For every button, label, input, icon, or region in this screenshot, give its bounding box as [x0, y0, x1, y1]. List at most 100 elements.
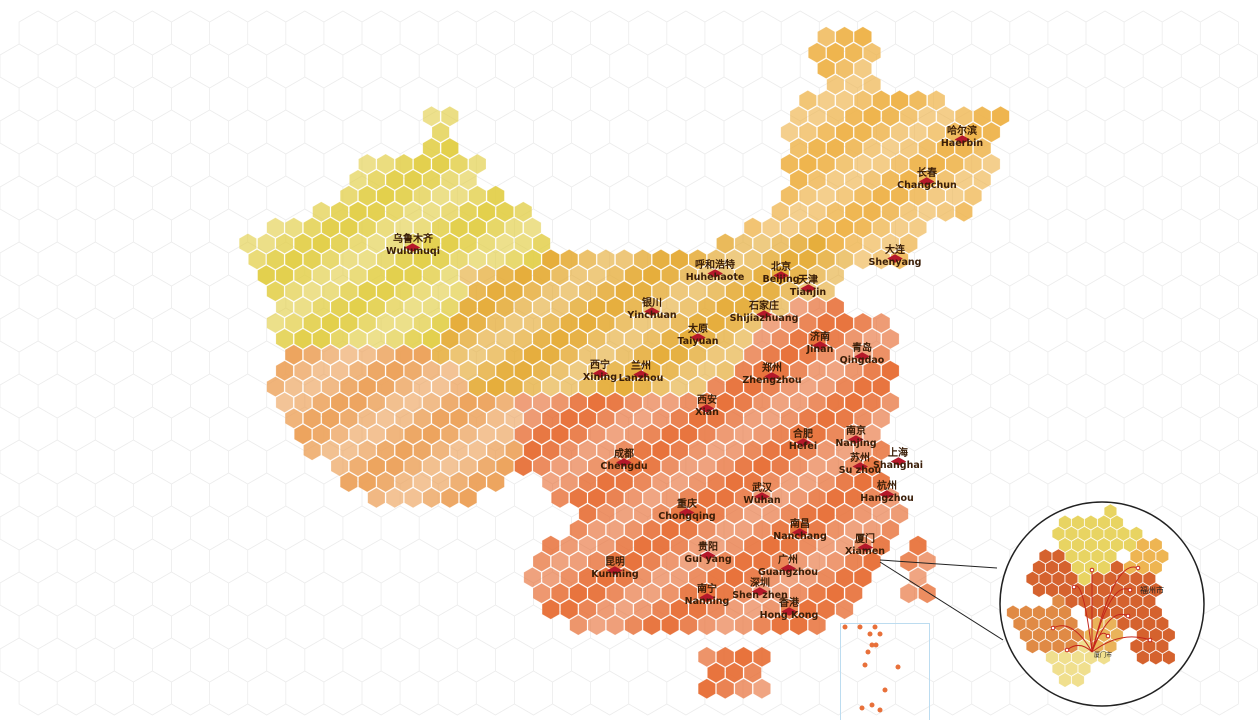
hex-cell	[596, 408, 615, 429]
city-marker[interactable]: 昆明 Kunming	[591, 558, 638, 580]
hex-cell	[330, 264, 349, 286]
hex-cell	[918, 201, 937, 223]
city-marker[interactable]: 天津 Tianjin	[790, 276, 826, 298]
city-marker[interactable]: 重庆 Chongqing	[658, 500, 715, 522]
inset-hex-cell	[1065, 661, 1078, 677]
city-marker[interactable]: 济南 Jinan	[807, 333, 834, 355]
city-marker[interactable]: 苏州 Su zhou	[839, 454, 882, 476]
hex-cell	[523, 408, 542, 429]
hex-cell	[817, 90, 836, 111]
inset-hex-cell	[1130, 616, 1143, 632]
city-marker[interactable]: 香港 Hong Kong	[760, 599, 819, 621]
city-name-en: Huhehaote	[685, 272, 745, 283]
hex-cell	[349, 360, 367, 382]
hex-cell	[587, 551, 606, 572]
hex-cell	[257, 233, 276, 254]
city-marker[interactable]: 大连 Shenyang	[869, 246, 922, 268]
hex-cell	[312, 201, 331, 223]
hex-cell	[780, 280, 799, 302]
city-marker[interactable]: 呼和浩特 Huhehaote	[686, 261, 745, 283]
city-marker[interactable]: 郑州 Zhengzhou	[742, 364, 801, 386]
hex-cell	[495, 296, 514, 318]
hex-cell	[560, 280, 579, 302]
hex-cell	[450, 280, 468, 302]
city-marker[interactable]: 青岛 Qingdao	[840, 344, 885, 366]
hex-cell	[762, 503, 781, 525]
hex-cell	[578, 567, 597, 588]
hex-cell	[725, 249, 744, 270]
hex-cell	[330, 328, 349, 350]
hex-cell	[523, 439, 542, 461]
inset-hex-cell	[1084, 650, 1098, 665]
hex-cell	[973, 169, 992, 191]
city-name-en: Qingdao	[839, 355, 885, 366]
city-marker[interactable]: 北京 Beijing	[762, 263, 799, 285]
minimap-dot	[865, 649, 871, 655]
hex-cell	[835, 249, 854, 270]
hex-cell	[431, 249, 450, 270]
hex-cell	[835, 90, 854, 111]
city-marker[interactable]: 兰州 Lanzhou	[619, 362, 664, 384]
hex-cell	[780, 471, 799, 493]
hex-cell	[275, 233, 294, 254]
hex-cell	[835, 153, 854, 175]
hex-cell	[440, 360, 459, 382]
hex-cell	[596, 503, 615, 525]
hex-cell	[468, 153, 487, 175]
hex-cell	[505, 344, 523, 366]
inset-hex-cell	[1026, 616, 1039, 632]
city-marker[interactable]: 合肥 Hefei	[789, 430, 817, 452]
city-marker[interactable]: 深圳 Shen zhen	[732, 579, 788, 601]
city-marker[interactable]: 南宁 Nanning	[685, 585, 730, 607]
city-marker[interactable]: 长春 Changchun	[897, 169, 957, 191]
hex-cell	[606, 296, 624, 318]
city-name-en: Shenyang	[868, 257, 922, 268]
city-marker[interactable]: 石家庄 Shijiazhuang	[730, 302, 799, 324]
city-marker[interactable]: 贵阳 Gui yang	[684, 543, 731, 565]
hex-cell	[817, 26, 836, 48]
hex-cell	[808, 392, 826, 413]
city-marker[interactable]: 广州 Guangzhou	[758, 556, 818, 578]
city-marker[interactable]: 南京 Nanjing	[835, 427, 876, 449]
hex-cell	[486, 376, 505, 397]
hex-cell	[624, 264, 643, 286]
city-marker[interactable]: 哈尔滨 Haerbin	[941, 127, 983, 149]
city-marker[interactable]: 厦门 Xiamen	[845, 535, 885, 557]
hex-cell	[743, 217, 762, 238]
hex-cell	[495, 360, 514, 382]
city-marker[interactable]: 银川 Yinchuan	[627, 299, 676, 321]
hex-cell	[615, 408, 634, 429]
hex-cell	[385, 423, 404, 445]
hex-cell	[725, 598, 744, 620]
hex-cell	[743, 312, 762, 334]
city-marker[interactable]: 上海 Shanghai	[873, 449, 923, 471]
city-marker[interactable]: 南昌 Nanchang	[773, 520, 827, 542]
hex-cell	[688, 280, 707, 302]
hex-cell	[753, 646, 771, 668]
hex-cell	[385, 201, 404, 223]
inset-hex-cell	[1149, 537, 1163, 553]
city-marker[interactable]: 乌鲁木齐 Wulumuqi	[386, 235, 440, 257]
hex-cell	[596, 344, 615, 366]
city-marker[interactable]: 成都 Chengdu	[600, 450, 647, 472]
city-name-zh: 哈尔滨	[947, 126, 977, 137]
city-name-zh: 青岛	[851, 343, 872, 354]
city-marker[interactable]: 武汉 Wuhan	[743, 484, 780, 506]
hex-cell	[707, 567, 725, 588]
inset-hex-cell	[1052, 661, 1065, 677]
hex-cell	[376, 312, 395, 334]
route-line	[1091, 588, 1131, 653]
hex-cell	[798, 471, 817, 493]
hex-cell	[890, 121, 909, 143]
city-marker[interactable]: 西宁 Xining	[583, 361, 617, 383]
hex-cell	[817, 153, 836, 175]
hex-cell	[312, 392, 331, 413]
route-line	[1091, 636, 1151, 653]
hex-cell	[486, 249, 505, 270]
hex-cell	[560, 598, 579, 620]
city-marker[interactable]: 杭州 Hangzhou	[860, 482, 914, 504]
hex-cell	[808, 233, 826, 254]
city-marker[interactable]: 西安 Xian	[695, 396, 719, 418]
city-marker[interactable]: 太原 Taiyuan	[677, 325, 718, 347]
hex-cell	[358, 439, 377, 461]
